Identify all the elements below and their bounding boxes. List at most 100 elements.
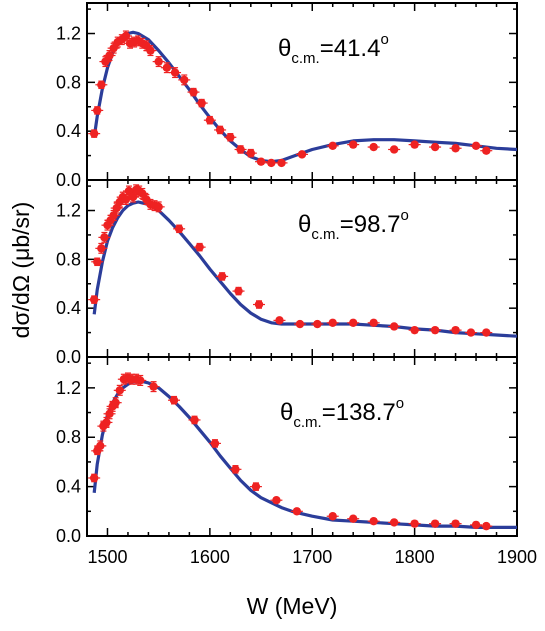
data-point [134, 374, 147, 386]
data-marker [328, 318, 337, 328]
panel-2: 0.0 0.4 0.8 1.2 θc.m.=98.7o [56, 179, 518, 367]
data-point [388, 145, 401, 154]
data-point [253, 300, 265, 309]
x-tick-label: 1900 [497, 547, 537, 567]
y-tick-label: 1.2 [56, 24, 81, 44]
data-point [408, 519, 421, 528]
data-point [229, 465, 242, 474]
data-point [273, 316, 286, 325]
panel-frame [86, 356, 518, 537]
data-point [429, 519, 442, 528]
angle-symbol: θ [280, 399, 293, 426]
data-marker [389, 145, 399, 154]
data-point [193, 242, 206, 252]
data-marker [162, 63, 172, 72]
model-curve [92, 380, 517, 529]
data-marker [154, 202, 163, 212]
data-marker [109, 43, 118, 53]
data-point [347, 318, 360, 328]
data-marker [170, 68, 180, 77]
data-point [173, 224, 186, 234]
data-marker [369, 318, 378, 328]
data-point [98, 231, 111, 243]
data-marker [292, 507, 302, 516]
data-marker [100, 233, 109, 242]
data-point [449, 519, 462, 528]
data-point [224, 133, 237, 142]
data-point [94, 440, 107, 452]
y-axis-title: dσ/dΩ (μb/sr) [8, 202, 34, 339]
data-point [113, 384, 126, 396]
data-point [95, 242, 108, 254]
angle-annotation: θc.m.=98.7o [298, 207, 409, 243]
data-marker [369, 516, 378, 526]
data-marker [115, 386, 124, 395]
data-point [480, 146, 493, 155]
data-marker [89, 473, 99, 483]
data-marker [254, 300, 264, 309]
data-marker [138, 189, 147, 198]
data-point [326, 512, 339, 521]
data-marker [466, 328, 476, 337]
data-point [470, 141, 483, 151]
data-marker [348, 140, 358, 149]
data-point [464, 328, 477, 337]
data-marker [482, 521, 491, 531]
data-marker [101, 57, 110, 66]
data-marker [348, 318, 358, 328]
angle-value: =41.4 [320, 35, 381, 62]
data-point [203, 115, 216, 125]
data-marker [195, 242, 204, 252]
data-point [449, 325, 462, 335]
data-point [178, 74, 191, 86]
data-marker [348, 514, 358, 523]
data-marker [295, 319, 305, 329]
data-point [91, 106, 104, 115]
data-marker [451, 144, 460, 153]
data-marker [89, 295, 99, 304]
x-tick-label: 1800 [395, 547, 435, 567]
data-point [136, 187, 149, 199]
data-marker [226, 133, 235, 142]
data-marker [267, 158, 276, 168]
angle-annotation: θc.m.=138.7o [280, 395, 404, 431]
data-point [249, 482, 262, 491]
data-point [255, 157, 268, 166]
data-marker [180, 75, 189, 85]
data-point [244, 148, 257, 158]
data-marker [234, 286, 243, 296]
data-marker [231, 465, 240, 474]
data-marker [197, 98, 206, 108]
y-tick-label: 0.8 [56, 72, 81, 92]
data-point [388, 322, 401, 331]
data-point [470, 520, 483, 530]
data-point [100, 416, 113, 428]
data-point [232, 286, 245, 296]
data-point [296, 150, 308, 159]
data-marker [272, 496, 281, 505]
data-marker [328, 512, 337, 521]
angle-superscript: o [380, 31, 388, 48]
data-marker [205, 115, 215, 125]
angle-symbol: θ [298, 211, 311, 238]
data-point [88, 129, 101, 138]
data-marker [275, 316, 284, 325]
data-point [147, 381, 160, 393]
data-marker [451, 519, 460, 528]
data-marker [96, 441, 105, 451]
x-tick-label: 1600 [190, 547, 230, 567]
data-point [169, 67, 182, 79]
data-point [208, 439, 221, 448]
data-marker [471, 520, 481, 530]
data-marker [451, 325, 460, 335]
data-point [234, 145, 247, 154]
data-point [99, 56, 112, 68]
y-tick-label: 0.8 [56, 249, 81, 269]
data-point [88, 473, 101, 483]
data-point [152, 201, 165, 213]
data-marker [328, 141, 337, 151]
data-point [188, 415, 201, 425]
data-point [449, 144, 462, 153]
data-marker [174, 224, 184, 234]
data-marker [277, 158, 286, 168]
